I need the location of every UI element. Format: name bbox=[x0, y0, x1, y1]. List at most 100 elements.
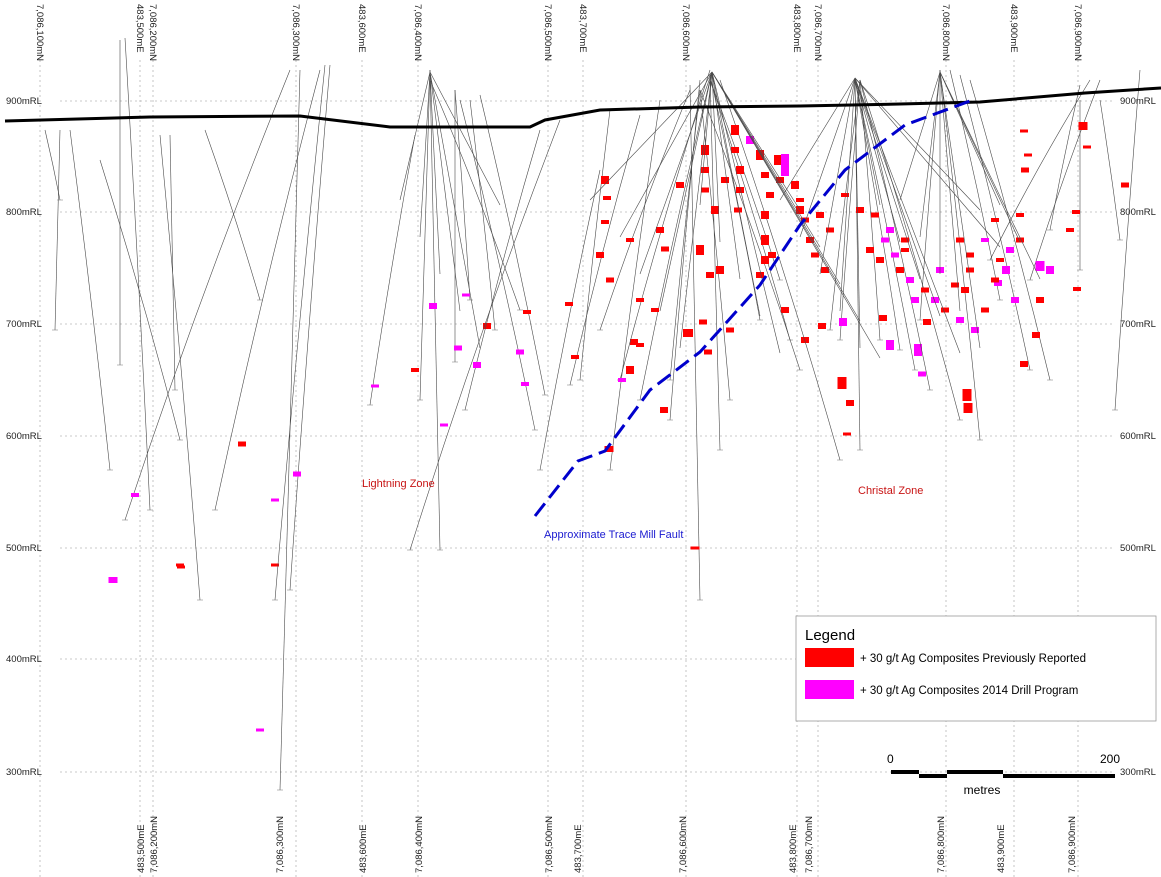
composite-previous bbox=[1078, 122, 1088, 130]
drill-hole-trace bbox=[709, 79, 781, 281]
composite-previous bbox=[736, 187, 744, 193]
composite-2014 bbox=[1006, 247, 1014, 253]
drill-hole-trace bbox=[289, 64, 331, 591]
composite-previous bbox=[683, 329, 693, 337]
composite-previous bbox=[761, 172, 769, 178]
bottom-coordinate-label: 7,086,400mN bbox=[414, 816, 425, 873]
legend-swatch-previous bbox=[805, 648, 854, 667]
composite-previous bbox=[1016, 237, 1024, 243]
top-coordinate-label: 483,700mE bbox=[577, 4, 588, 53]
composite-previous bbox=[721, 177, 729, 183]
composite-2014 bbox=[108, 577, 118, 583]
composite-2014 bbox=[918, 371, 926, 377]
drill-hole-trace bbox=[459, 99, 536, 431]
composite-2014 bbox=[1002, 266, 1010, 274]
composite-previous bbox=[1073, 287, 1081, 291]
bottom-coordinate-label: 483,600mE bbox=[358, 824, 369, 873]
composite-previous bbox=[565, 302, 573, 306]
composite-previous bbox=[601, 176, 609, 184]
composite-previous bbox=[676, 182, 684, 188]
composite-2014 bbox=[371, 384, 379, 388]
composite-previous bbox=[766, 192, 774, 198]
drill-hole-trace bbox=[214, 69, 321, 511]
drill-hole-trace bbox=[569, 114, 641, 386]
legend: Legend + 30 g/t Ag Composites Previously… bbox=[795, 615, 1157, 722]
drill-hole-trace bbox=[579, 109, 611, 381]
composite-previous bbox=[966, 267, 974, 273]
top-coordinate-label: 483,500mE bbox=[134, 4, 145, 53]
composite-previous bbox=[734, 207, 742, 213]
composite-previous bbox=[660, 407, 668, 413]
drill-hole-trace bbox=[959, 74, 1031, 371]
composite-2014 bbox=[429, 303, 437, 309]
drill-hole-trace bbox=[669, 79, 701, 421]
drill-hole-trace bbox=[854, 77, 921, 280]
drill-hole-trace bbox=[854, 77, 861, 349]
top-coordinate-label: 7,086,300mN bbox=[290, 4, 301, 61]
drill-hole-trace bbox=[899, 71, 941, 201]
coordinate-grid bbox=[39, 60, 1115, 877]
composite-previous bbox=[991, 277, 999, 283]
drill-hole-trace bbox=[479, 94, 546, 396]
bottom-coordinate-label: 483,500mE bbox=[136, 824, 147, 873]
drill-holes bbox=[44, 37, 1141, 791]
composite-previous bbox=[923, 319, 931, 325]
composite-previous bbox=[1083, 145, 1091, 149]
drill-hole-trace bbox=[399, 71, 431, 201]
composite-previous bbox=[1016, 213, 1024, 217]
drill-hole-trace bbox=[454, 89, 471, 301]
composite-previous bbox=[756, 272, 764, 278]
composite-previous bbox=[1020, 129, 1028, 133]
drill-hole-trace bbox=[829, 79, 861, 331]
composite-previous bbox=[176, 563, 184, 567]
composite-previous bbox=[651, 308, 659, 312]
composite-previous bbox=[606, 277, 614, 283]
composite-previous bbox=[736, 166, 744, 174]
composite-2014 bbox=[886, 227, 894, 233]
composite-2014 bbox=[914, 344, 922, 356]
composite-previous bbox=[846, 400, 854, 406]
legend-label-2014: + 30 g/t Ag Composites 2014 Drill Progra… bbox=[860, 685, 1078, 697]
drill-hole-trace bbox=[409, 119, 561, 551]
top-coordinate-label: 7,086,600mN bbox=[680, 4, 691, 61]
drill-hole-trace bbox=[709, 74, 721, 451]
drill-hole-trace bbox=[419, 71, 431, 238]
drill-hole-trace bbox=[919, 71, 941, 238]
scale-max-label: 200 bbox=[1100, 752, 1120, 766]
composite-2014 bbox=[906, 277, 914, 283]
christal-zone-label: Christal Zone bbox=[858, 485, 923, 497]
composite-previous bbox=[962, 389, 972, 401]
composite-previous bbox=[690, 546, 700, 550]
drill-hole-trace bbox=[469, 99, 496, 331]
composite-previous bbox=[826, 227, 834, 233]
drill-hole-trace bbox=[659, 71, 713, 312]
bottom-coordinate-label: 7,086,700mN bbox=[804, 816, 815, 873]
composite-previous bbox=[818, 323, 826, 329]
composite-previous bbox=[756, 150, 764, 160]
composite-2014 bbox=[956, 317, 964, 323]
mill-fault-trace bbox=[533, 99, 971, 517]
elevation-label-left: 900mRL bbox=[6, 96, 42, 107]
composite-previous bbox=[921, 287, 929, 293]
lightning-zone-label: Lightning Zone bbox=[362, 478, 435, 490]
drill-hole-trace bbox=[69, 129, 111, 471]
composite-previous bbox=[1021, 167, 1029, 173]
top-coordinate-label: 7,086,900mN bbox=[1072, 4, 1083, 61]
composite-2014 bbox=[891, 252, 899, 258]
elevation-label-left: 400mRL bbox=[6, 654, 42, 665]
composite-2014 bbox=[462, 293, 470, 297]
scale-bar: 0 200 metres bbox=[887, 752, 1120, 797]
composite-previous bbox=[696, 245, 704, 255]
composite-previous bbox=[956, 237, 964, 243]
elevation-label-right: 800mRL bbox=[1120, 207, 1156, 218]
composite-previous bbox=[238, 441, 246, 447]
drill-hole-trace bbox=[839, 79, 861, 341]
drill-hole-trace bbox=[44, 129, 61, 201]
composite-previous bbox=[596, 252, 604, 258]
drill-hole-trace bbox=[819, 77, 856, 275]
drill-hole-trace bbox=[124, 69, 291, 521]
composite-previous bbox=[768, 252, 776, 258]
drill-hole-trace bbox=[464, 129, 541, 411]
bottom-coordinate-label: 483,700mE bbox=[573, 824, 584, 873]
composite-previous bbox=[636, 343, 644, 347]
